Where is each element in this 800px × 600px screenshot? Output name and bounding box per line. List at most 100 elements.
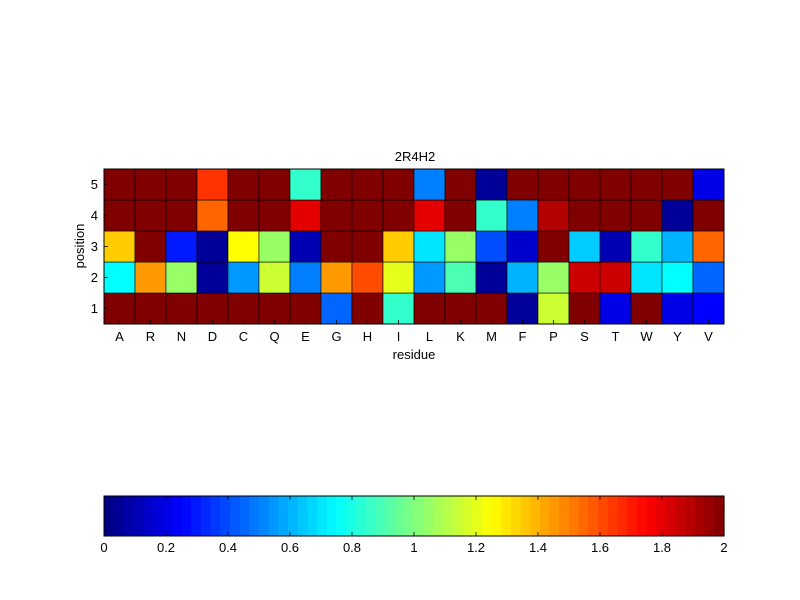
heatmap-cell bbox=[661, 168, 694, 201]
colorbar-band bbox=[520, 496, 531, 536]
heatmap-cell bbox=[227, 292, 260, 325]
colorbar-band bbox=[501, 496, 512, 536]
colorbar-band bbox=[326, 496, 338, 536]
colorbar: 0 0.2 0.4 0.6 0.8 1 1.2 1.4 1.6 1.8 2 bbox=[100, 495, 728, 555]
heatmap-cell bbox=[196, 261, 229, 294]
heatmap-cell bbox=[196, 292, 229, 325]
heatmap-cell bbox=[537, 230, 570, 263]
heatmap-cell bbox=[568, 292, 601, 325]
colorbar-band bbox=[229, 496, 241, 536]
heatmap-cell bbox=[351, 292, 384, 325]
colorbar-band bbox=[627, 496, 638, 536]
heatmap-cell bbox=[475, 261, 508, 294]
heatmap-cell bbox=[351, 261, 384, 294]
colorbar-band bbox=[588, 496, 599, 536]
colorbar-band bbox=[297, 496, 309, 536]
heatmap-cell bbox=[506, 199, 539, 232]
colorbar-gradient bbox=[104, 496, 725, 536]
heatmap-cell bbox=[661, 230, 694, 263]
heatmap-cell bbox=[196, 168, 229, 201]
colorbar-band bbox=[152, 496, 163, 536]
heatmap-cell bbox=[475, 168, 508, 201]
heatmap-cell bbox=[258, 292, 291, 325]
y-tick-label: 5 bbox=[91, 177, 98, 192]
heatmap-cell bbox=[630, 168, 663, 201]
colorbar-band bbox=[569, 496, 580, 536]
colorbar-band bbox=[656, 496, 667, 536]
heatmap-cell bbox=[165, 168, 198, 201]
heatmap-chart: 2R4H2 A R N D C Q E G H I L K M F P S T W Y V 1 2 3 4 5 residue… bbox=[72, 149, 725, 362]
heatmap-cell bbox=[537, 292, 570, 325]
colorbar-band bbox=[414, 496, 425, 536]
colorbar-band bbox=[665, 496, 677, 536]
heatmap-cell bbox=[258, 168, 291, 201]
heatmap-cell bbox=[320, 199, 353, 232]
x-tick-label: Y bbox=[673, 329, 682, 344]
colorbar-band bbox=[268, 496, 279, 536]
heatmap-cell bbox=[227, 168, 260, 201]
heatmap-cell bbox=[134, 168, 167, 201]
heatmap-cell bbox=[661, 199, 694, 232]
heatmap-cell bbox=[692, 292, 725, 325]
colorbar-band bbox=[675, 496, 686, 536]
colorbar-band bbox=[481, 496, 493, 536]
heatmap-cell bbox=[444, 168, 477, 201]
colorbar-band bbox=[365, 496, 376, 536]
colorbar-tick-label: 1.4 bbox=[529, 540, 547, 555]
x-tick-label: T bbox=[612, 329, 620, 344]
heatmap-cell bbox=[165, 230, 198, 263]
y-tick-label: 3 bbox=[91, 239, 98, 254]
colorbar-band bbox=[472, 496, 483, 536]
heatmap-cell bbox=[506, 168, 539, 201]
heatmap-cell bbox=[568, 199, 601, 232]
colorbar-band bbox=[685, 496, 696, 536]
x-tick-label: W bbox=[640, 329, 653, 344]
y-axis-label: position bbox=[72, 224, 87, 269]
colorbar-band bbox=[307, 496, 318, 536]
heatmap-cell bbox=[227, 199, 260, 232]
colorbar-band bbox=[607, 496, 619, 536]
colorbar-band bbox=[433, 496, 444, 536]
heatmap-cell bbox=[134, 292, 167, 325]
y-tick-label: 1 bbox=[91, 301, 98, 316]
heatmap-cell bbox=[661, 261, 694, 294]
colorbar-tick-label: 2 bbox=[720, 540, 727, 555]
heatmap-cell bbox=[382, 292, 415, 325]
colorbar-tick-label: 0.2 bbox=[157, 540, 175, 555]
heatmap-cell bbox=[382, 230, 415, 263]
colorbar-tick-label: 1.2 bbox=[467, 540, 485, 555]
colorbar-band bbox=[704, 496, 715, 536]
colorbar-band bbox=[384, 496, 396, 536]
heatmap-cell bbox=[382, 168, 415, 201]
colorbar-band bbox=[171, 496, 183, 536]
colorbar-band bbox=[714, 496, 725, 536]
heatmap-cell bbox=[692, 168, 725, 201]
x-tick-label: L bbox=[426, 329, 433, 344]
heatmap-cell bbox=[599, 292, 632, 325]
colorbar-tick-label: 1.8 bbox=[653, 540, 671, 555]
heatmap-cell bbox=[444, 199, 477, 232]
x-tick-label: C bbox=[239, 329, 248, 344]
heatmap-cell bbox=[103, 168, 136, 201]
x-tick-label: Q bbox=[269, 329, 279, 344]
colorbar-tick-label: 0.4 bbox=[219, 540, 237, 555]
heatmap-cell bbox=[537, 168, 570, 201]
heatmap-cell bbox=[692, 261, 725, 294]
heatmap-cell bbox=[599, 230, 632, 263]
heatmap-cell bbox=[196, 230, 229, 263]
heatmap-cell bbox=[506, 261, 539, 294]
colorbar-band bbox=[123, 496, 134, 536]
colorbar-band bbox=[200, 496, 212, 536]
heatmap-cell bbox=[537, 261, 570, 294]
heatmap-cell bbox=[258, 199, 291, 232]
colorbar-tick-label: 1.6 bbox=[591, 540, 609, 555]
colorbar-band bbox=[346, 496, 357, 536]
colorbar-tick-label: 0 bbox=[100, 540, 107, 555]
colorbar-band bbox=[423, 496, 434, 536]
colorbar-band bbox=[191, 496, 202, 536]
colorbar-band bbox=[113, 496, 124, 536]
heatmap-cell bbox=[165, 199, 198, 232]
colorbar-band bbox=[239, 496, 250, 536]
chart-title: 2R4H2 bbox=[395, 149, 435, 164]
